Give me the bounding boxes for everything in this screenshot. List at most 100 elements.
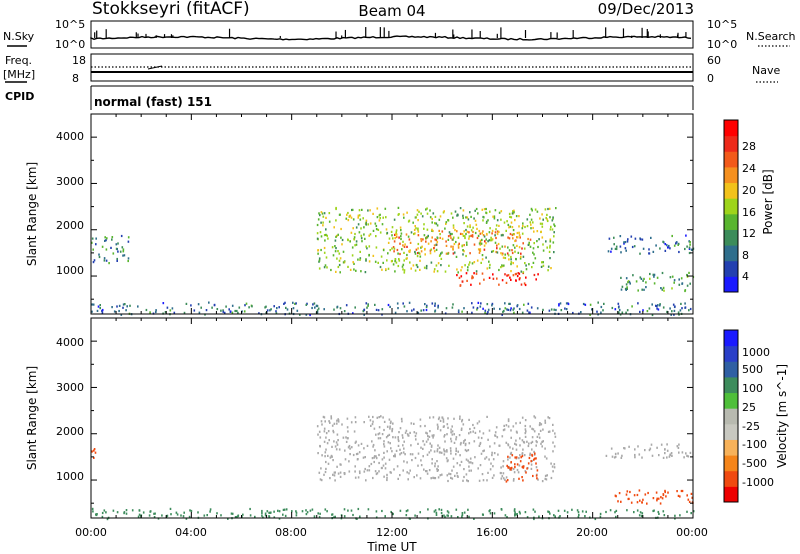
velocity-cell xyxy=(546,474,548,477)
power-cell xyxy=(621,311,624,314)
power-cell xyxy=(362,217,364,220)
power-cell xyxy=(623,241,625,244)
power-cell xyxy=(489,239,492,242)
velocity-cell xyxy=(599,512,602,515)
velocity-cell xyxy=(343,508,346,511)
power-cell xyxy=(111,306,113,309)
velocity-cell xyxy=(142,511,145,514)
velocity-cell xyxy=(410,444,412,447)
velocity-cell xyxy=(519,460,522,463)
power-cell xyxy=(352,312,354,315)
velocity-cell xyxy=(463,468,465,471)
power-cell xyxy=(317,249,319,252)
power-cell xyxy=(461,280,464,283)
power-colorbar-swatch xyxy=(724,120,738,137)
power-cell xyxy=(269,309,271,312)
power-cell xyxy=(485,211,487,214)
velocity-cell xyxy=(505,480,508,483)
power-cell xyxy=(645,281,647,284)
power-cell xyxy=(286,308,289,311)
power-cell xyxy=(615,247,618,251)
power-cell xyxy=(615,245,618,248)
power-cell xyxy=(339,307,342,310)
power-cell xyxy=(541,236,544,239)
velocity-cell xyxy=(125,509,128,512)
velocity-cell xyxy=(362,456,365,459)
power-cell xyxy=(613,243,615,246)
power-cell xyxy=(495,250,497,254)
power-cell xyxy=(500,252,502,255)
power-cell xyxy=(486,220,488,223)
velocity-cell xyxy=(305,513,308,516)
power-cell xyxy=(425,208,427,211)
velocity-cell xyxy=(439,429,442,432)
power-cell xyxy=(451,306,454,309)
velocity-cell xyxy=(336,465,338,468)
power-cell xyxy=(241,310,243,313)
power-cell xyxy=(403,269,406,272)
power-cell xyxy=(127,236,130,239)
power-cell xyxy=(472,230,474,234)
power-cell xyxy=(367,304,369,307)
power-cell xyxy=(493,217,496,220)
power-cell xyxy=(472,306,475,309)
velocity-cell xyxy=(344,458,347,461)
power-cell xyxy=(419,259,421,262)
velocity-cell xyxy=(671,454,673,457)
velocity-cell xyxy=(383,440,385,443)
power-cbtick-4: 4 xyxy=(742,270,749,283)
power-cell xyxy=(637,289,639,292)
power-cell xyxy=(338,252,341,255)
velocity-cell xyxy=(409,431,411,434)
velocity-cell xyxy=(347,437,349,440)
velocity-cell xyxy=(378,470,380,473)
velocity-cell xyxy=(535,466,538,469)
power-cell xyxy=(409,261,411,264)
velocity-cell xyxy=(652,509,654,513)
velocity-cell xyxy=(474,456,476,459)
power-cell xyxy=(614,308,617,311)
velocity-cell xyxy=(328,439,330,442)
xtick-1200: 12:00 xyxy=(376,526,408,539)
velocity-cell xyxy=(464,438,466,442)
power-cell xyxy=(440,252,442,255)
power-cell xyxy=(375,228,378,231)
velocity-cell xyxy=(514,466,516,469)
power-cell xyxy=(368,260,371,263)
power-cell xyxy=(565,302,568,305)
power-cell xyxy=(190,304,192,307)
velocity-cell xyxy=(389,442,391,445)
power-cell xyxy=(392,246,395,249)
power-cell xyxy=(447,238,450,241)
velocity-cell xyxy=(368,469,371,472)
velocity-cell xyxy=(523,454,526,457)
velocity-colorbar-swatch xyxy=(724,330,738,347)
velocity-cell xyxy=(514,514,516,517)
velocity-cell xyxy=(407,434,410,437)
power-cell xyxy=(680,277,683,280)
power-cell xyxy=(97,305,100,308)
velocity-cell xyxy=(343,472,346,476)
power-cell xyxy=(421,215,424,218)
power-cell xyxy=(91,310,93,313)
power-cell xyxy=(334,239,337,242)
velocity-cell xyxy=(91,450,93,453)
power-cell xyxy=(466,230,469,233)
velocity-cell xyxy=(415,432,418,435)
power-cell xyxy=(675,242,677,245)
power-cell xyxy=(521,232,524,235)
power-cell xyxy=(541,213,543,216)
power-cell xyxy=(504,273,506,276)
velocity-cell xyxy=(535,440,538,443)
power-cell xyxy=(580,311,582,314)
power-cell xyxy=(105,248,108,251)
power-cell xyxy=(529,238,532,241)
power-cell xyxy=(485,242,487,245)
power-cell xyxy=(222,309,224,312)
power-cell xyxy=(403,216,405,219)
velocity-cell xyxy=(386,476,388,479)
velocity-cell xyxy=(427,508,429,511)
power-cell xyxy=(104,239,106,242)
velocity-cell xyxy=(446,423,449,426)
velocity-cell xyxy=(382,416,384,419)
